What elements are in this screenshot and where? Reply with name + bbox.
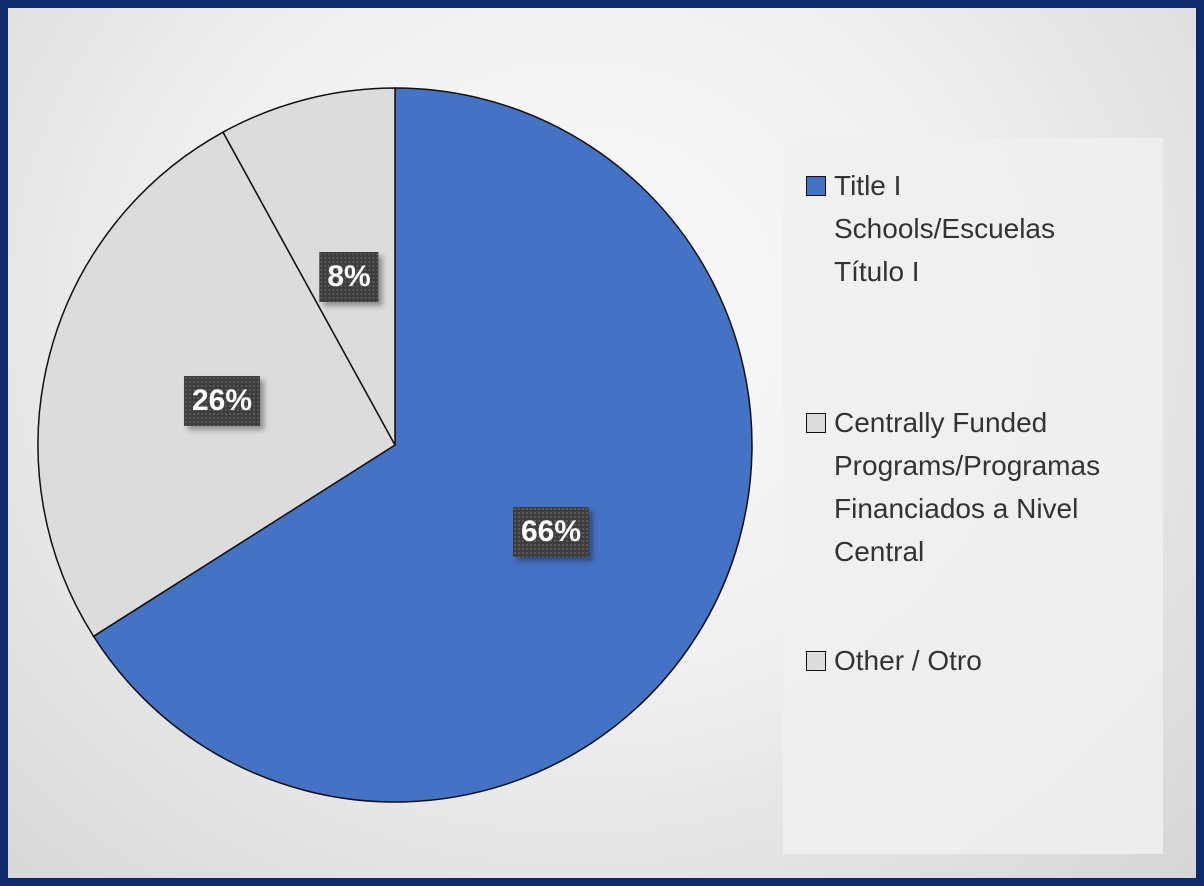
data-label-title-i: 66% xyxy=(512,507,590,557)
legend-panel xyxy=(783,138,1163,854)
legend-label-other: Other / Otro xyxy=(834,645,982,676)
data-label-other: 8% xyxy=(319,252,379,302)
legend-label-title-i: Title I Schools/Escuelas Título I xyxy=(834,170,1056,287)
chart-frame: 66% 26% 8% Title I Schools/Escuelas Títu… xyxy=(8,8,1196,878)
data-label-centrally-funded: 26% xyxy=(183,376,261,426)
legend-label-centrally-funded: Centrally Funded Programs/Programas Fina… xyxy=(834,407,1101,567)
legend-item-centrally-funded: Centrally Funded Programs/Programas Fina… xyxy=(806,401,1174,573)
legend-swatch-title-i xyxy=(806,176,826,196)
legend-item-title-i: Title I Schools/Escuelas Título I xyxy=(806,164,1174,293)
legend-swatch-centrally-funded xyxy=(806,413,826,433)
legend-swatch-other xyxy=(806,651,826,671)
pie-slice-other xyxy=(221,87,396,446)
pie-slice-title-i xyxy=(92,87,753,803)
legend-item-other: Other / Otro xyxy=(806,639,1174,682)
